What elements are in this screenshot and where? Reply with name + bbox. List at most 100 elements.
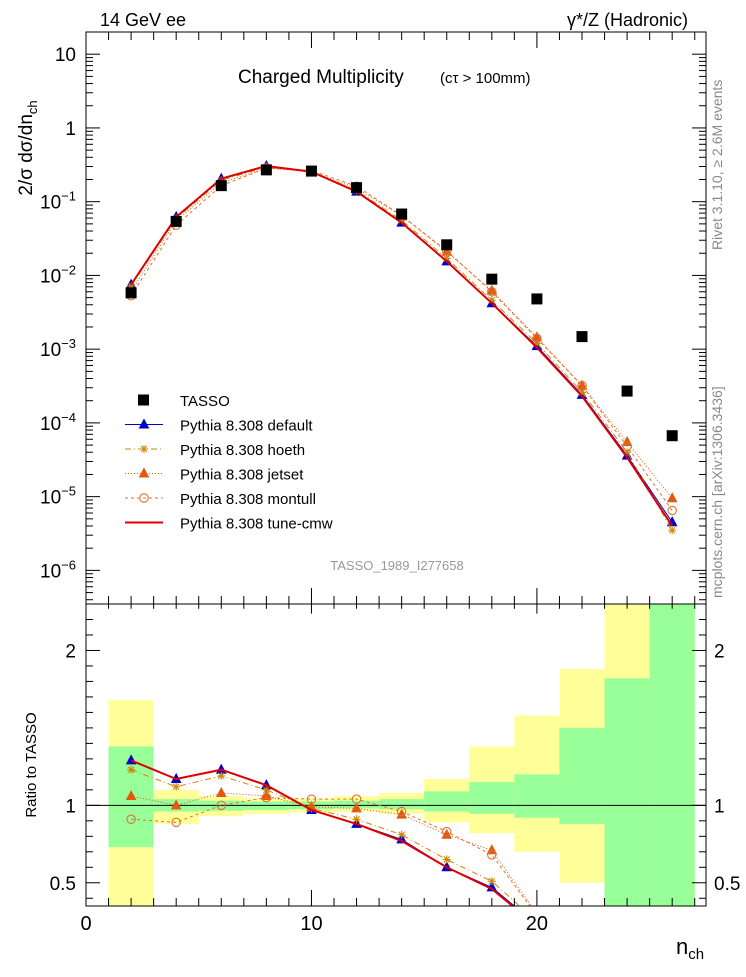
series-4-point <box>622 441 632 452</box>
data-point <box>351 182 363 194</box>
ratio-y-tick-label-right: 0.5 <box>714 874 740 895</box>
y-tick-label: 10 <box>55 45 76 66</box>
series-3-point <box>576 379 588 390</box>
ratio-y-tick-label: 1 <box>65 796 76 817</box>
series-3-point <box>666 492 678 503</box>
y-tick-label: 1 <box>65 119 76 140</box>
legend-label: Pythia 8.308 jetset <box>180 467 304 484</box>
series-2-point <box>578 388 586 397</box>
uncertainty-band-green <box>379 799 425 810</box>
ratio-y-tick-label-right: 2 <box>714 641 725 662</box>
ratio-2-point <box>127 765 136 774</box>
x-tick-label: 20 <box>526 913 548 935</box>
ratio-y-tick-label: 0.5 <box>50 874 76 895</box>
analysis-tag: TASSO_1989_I277658 <box>330 558 463 573</box>
series-2-point <box>668 526 677 535</box>
series-line-5 <box>130 164 674 527</box>
ratio-line-5 <box>130 759 515 906</box>
x-axis-label-main: n <box>676 934 688 959</box>
x-tick-label: 10 <box>300 913 322 935</box>
y-tick-label: 10−2 <box>40 262 76 287</box>
ratio-3-point <box>396 808 407 819</box>
chart-title: Charged Multiplicity <box>238 67 404 88</box>
ratio-2-point <box>397 830 406 839</box>
y-tick-label: 10−6 <box>40 557 76 582</box>
data-point <box>531 293 543 305</box>
legend-entry: Pythia 8.308 jetset <box>125 467 304 484</box>
ratio-4-point <box>441 826 452 837</box>
uncertainty-band-green <box>559 727 605 824</box>
series-3-point <box>621 435 633 447</box>
series-2-point <box>532 339 541 348</box>
series-4-point <box>667 505 677 516</box>
ratio-y-tick-label-right: 1 <box>714 796 725 817</box>
legend-marker <box>138 418 150 429</box>
data-point <box>396 208 408 220</box>
ratio-2-point <box>487 877 496 886</box>
legend-entry: Pythia 8.308 default <box>125 418 313 435</box>
data-point <box>215 180 227 192</box>
x-axis-label-sub: ch <box>688 946 704 963</box>
data-point <box>621 385 633 397</box>
y-tick-label: 10−4 <box>40 410 76 435</box>
legend-label: Pythia 8.308 montull <box>180 491 316 508</box>
ratio-series <box>125 754 533 906</box>
uncertainty-band-green <box>514 774 560 818</box>
ratio-3-point <box>170 799 182 810</box>
data-point <box>666 430 678 442</box>
ratio-4-point <box>487 850 497 860</box>
legend-label: Pythia 8.308 hoeth <box>180 442 305 459</box>
series-2-point <box>397 216 406 225</box>
y-axis-label-sub: ch <box>25 100 40 114</box>
y-axis-label: 2/σ dσ/dnch <box>16 100 40 195</box>
ratio-4-point <box>396 806 407 817</box>
y-tick-label: 10−3 <box>40 336 76 361</box>
series-3-point <box>486 284 498 295</box>
ratio-4-point <box>261 792 272 803</box>
uncertainty-band-green <box>469 782 515 814</box>
mcplots-label: mcplots.cern.ch [arXiv:1306.3436] <box>709 386 725 598</box>
ratio-line-4 <box>131 797 531 906</box>
x-tick-label: 0 <box>80 913 91 935</box>
rivet-label: Rivet 3.1.10, ≥ 2.6M events <box>709 80 725 250</box>
y-tick-label: 10−1 <box>40 189 76 214</box>
legend-swatch <box>138 394 149 406</box>
series-4-point <box>532 333 542 344</box>
ratio-y-tick-label: 2 <box>65 641 76 662</box>
ratio-4-point <box>351 794 362 804</box>
ratio-4-point <box>216 800 227 811</box>
legend-marker <box>139 493 149 503</box>
ratio-4-point <box>126 814 136 825</box>
series-4-point <box>577 380 587 391</box>
data-point <box>305 165 317 177</box>
series-2-point <box>487 296 496 305</box>
ratio-4-point <box>306 794 317 804</box>
uncertainty-band-green <box>424 791 470 812</box>
chart-subtitle: (cτ > 100mm) <box>440 70 531 87</box>
series-2-point <box>623 448 632 457</box>
uncertainty-band-green <box>649 604 695 906</box>
y-tick-label: 10−5 <box>40 484 76 509</box>
ratio-3-point <box>441 828 453 839</box>
ratio-2-point <box>352 815 361 824</box>
main-panel: 10 1 10−1 10−2 10−3 10−4 10−5 10−6 Charged Mult… <box>16 31 707 605</box>
x-axis-label: nch <box>676 934 704 963</box>
ratio-4-point <box>171 817 181 828</box>
ratio-panel-frame <box>85 603 707 907</box>
y-axis-label-main: 2/σ dσ/dn <box>16 114 37 196</box>
data-point <box>260 164 272 176</box>
ratio-2-point <box>262 785 271 794</box>
ratio-3-point <box>261 789 272 801</box>
legend-marker <box>140 445 148 453</box>
legend-entry: Pythia 8.308 tune-cmw <box>125 516 333 533</box>
ratio-panel: 0.5 0.51 12 2 0 10 20 Ratio to TASSO nch <box>23 32 740 963</box>
header-left: 14 GeV ee <box>100 10 186 30</box>
ratio-2-point <box>442 855 451 864</box>
main-panel-frame <box>85 31 707 605</box>
ratio-y-axis-label: Ratio to TASSO <box>23 712 40 817</box>
svg-text:2/σ dσ/dnch: 2/σ dσ/dnch <box>16 100 40 195</box>
legend-entry: Pythia 8.308 hoeth <box>125 442 305 459</box>
ratio-2-point <box>217 771 226 780</box>
legend-label: Pythia 8.308 default <box>180 418 313 435</box>
legend: TASSO Pythia 8.308 default Pythia 8.308 ho… <box>125 393 333 533</box>
